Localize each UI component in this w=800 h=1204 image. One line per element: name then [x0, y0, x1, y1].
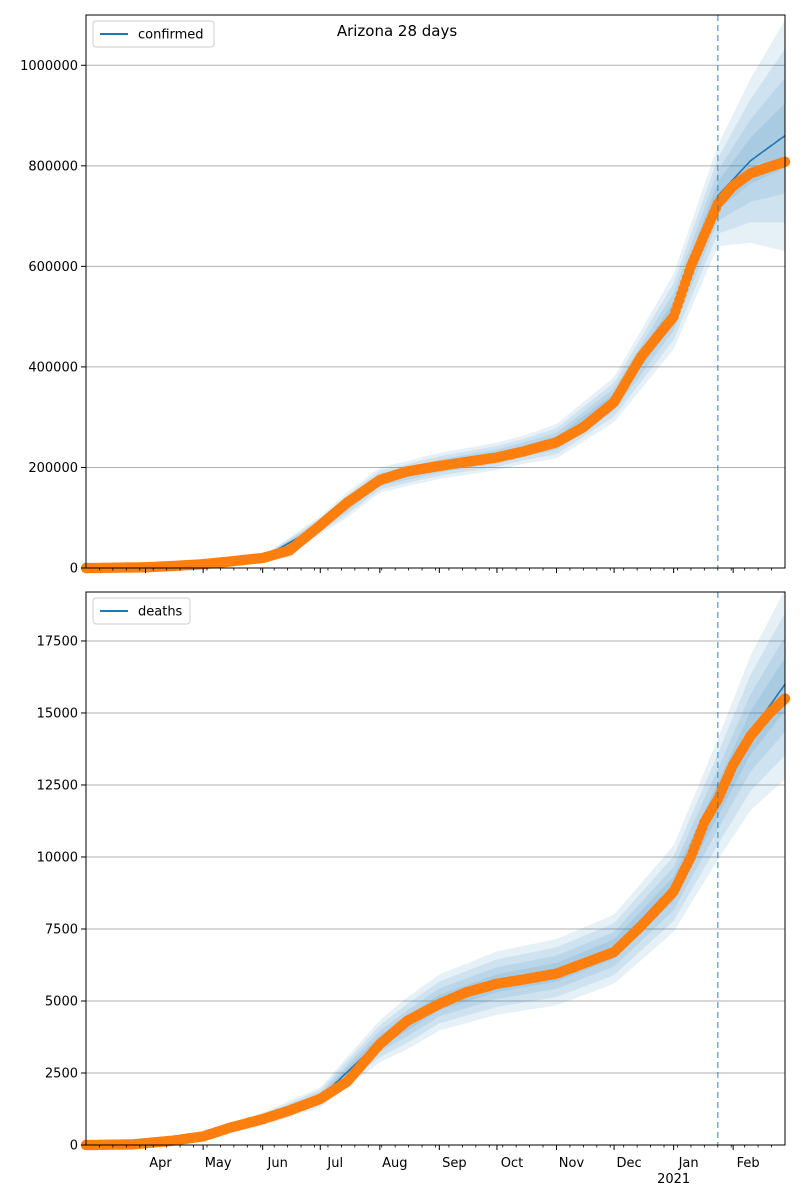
- x-tick-label: Jun: [267, 1156, 288, 1171]
- y-tick-label: 1000000: [20, 59, 78, 74]
- chart-title: Arizona 28 days: [337, 22, 458, 40]
- confirmed-y-ticks: 0 200000 400000 600000 800000 1000000: [20, 59, 86, 577]
- y-tick-label: 0: [70, 562, 78, 577]
- y-tick-label: 17500: [37, 634, 78, 649]
- x-tick-label: Nov: [559, 1156, 585, 1171]
- y-tick-label: 0: [70, 1139, 78, 1154]
- x-tick-year-label: 2021: [657, 1172, 690, 1187]
- x-tick-label: May: [205, 1156, 232, 1171]
- x-tick-label: Jul: [326, 1156, 343, 1171]
- y-tick-label: 5000: [45, 994, 78, 1009]
- y-tick-label: 7500: [45, 922, 78, 937]
- legend-box: [92, 20, 215, 48]
- x-tick-label: Feb: [737, 1156, 760, 1171]
- legend-label-confirmed: confirmed: [138, 28, 204, 43]
- deaths-legend: deaths: [92, 597, 191, 625]
- x-tick-label: Apr: [149, 1156, 172, 1171]
- y-tick-label: 800000: [28, 159, 78, 174]
- legend-box: [92, 597, 191, 625]
- x-tick-label: Jan: [678, 1156, 699, 1171]
- legend-label-deaths: deaths: [138, 605, 183, 620]
- confirmed-legend: confirmed: [92, 20, 215, 48]
- y-tick-label: 600000: [28, 260, 78, 275]
- y-tick-label: 15000: [37, 706, 78, 721]
- y-tick-label: 12500: [37, 778, 78, 793]
- y-tick-label: 10000: [37, 850, 78, 865]
- confirmed-panel: 0 200000 400000 600000 800000 1000000 confirm…: [20, 14, 791, 577]
- x-tick-label: Sep: [442, 1156, 467, 1171]
- uncertainty-band: [86, 20, 785, 568]
- y-tick-label: 2500: [45, 1066, 78, 1081]
- x-tick-label: Dec: [617, 1156, 642, 1171]
- x-tick-label: Aug: [382, 1156, 407, 1171]
- deaths-y-ticks: 0 2500 5000 7500 10000 12500 15000 17500: [37, 634, 86, 1154]
- confirmed-x-ticks: [99, 568, 772, 573]
- y-tick-label: 200000: [28, 461, 78, 476]
- deaths-panel: 0 2500 5000 7500 10000 12500 15000 17500 Apr May…: [37, 589, 791, 1187]
- deaths-observed-points: [80, 693, 791, 1151]
- y-tick-label: 400000: [28, 360, 78, 375]
- x-tick-label: Oct: [501, 1156, 523, 1171]
